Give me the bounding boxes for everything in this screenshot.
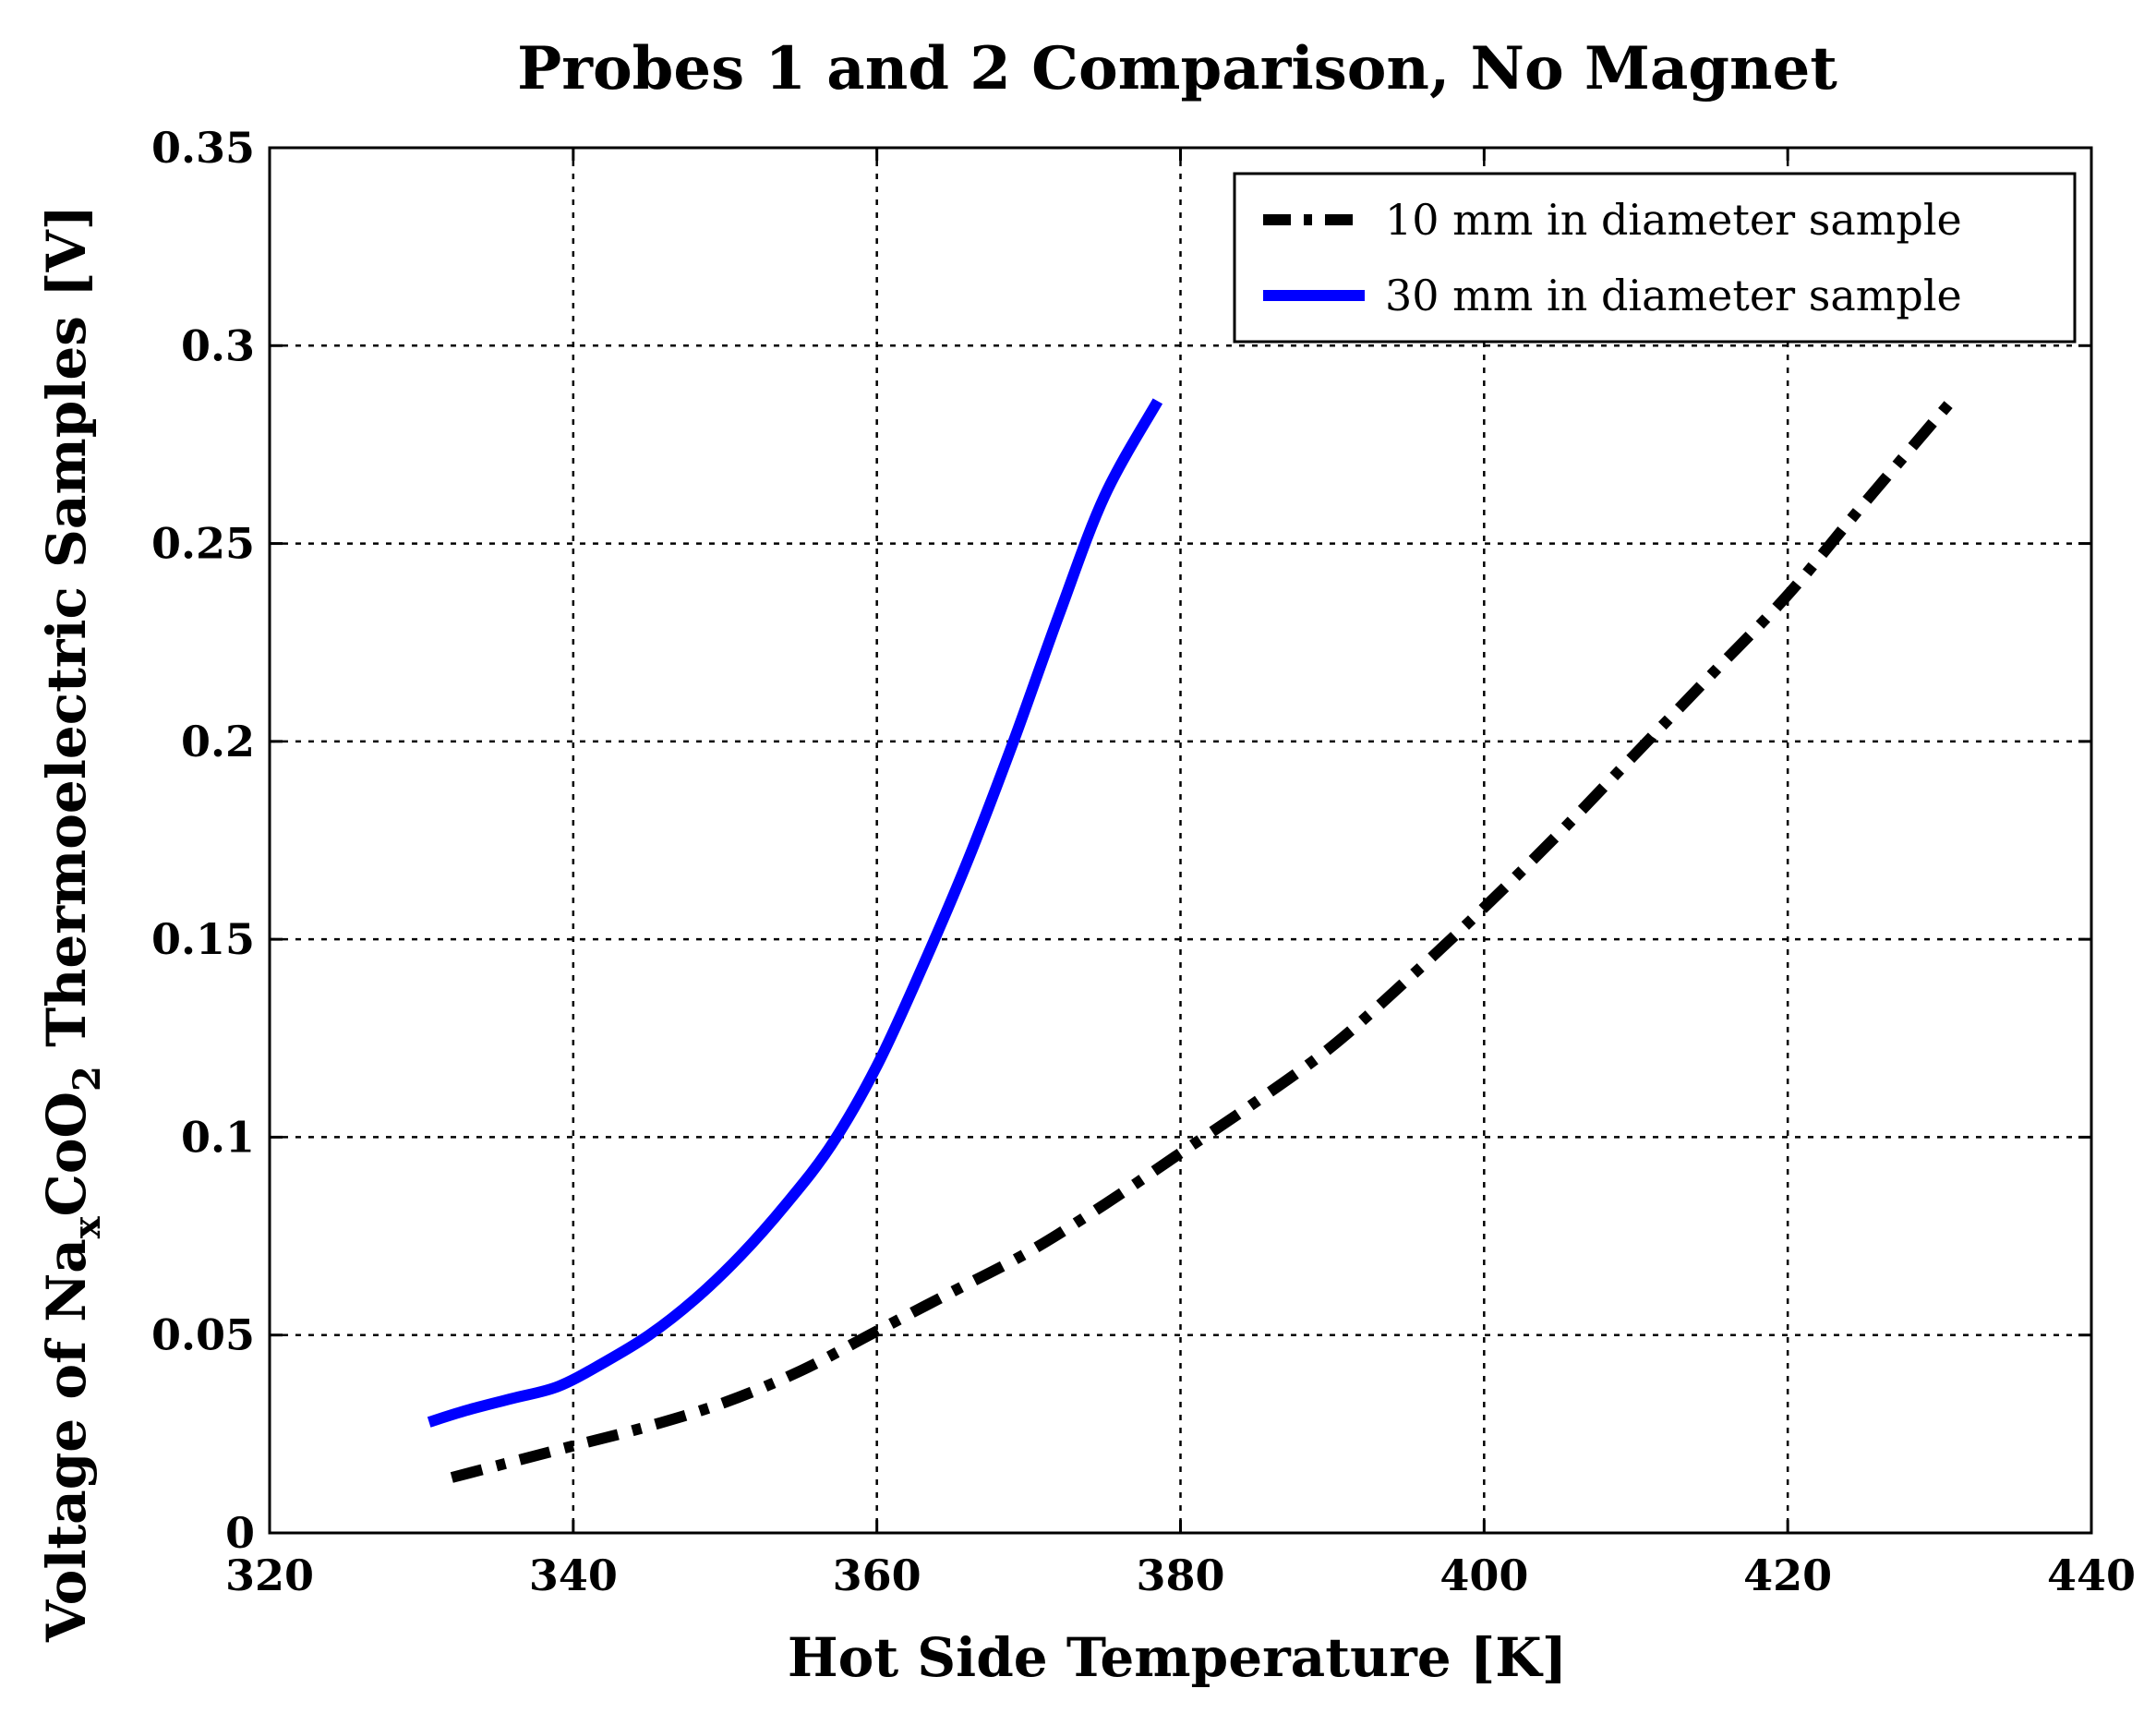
x-tick-label: 440: [2047, 1550, 2136, 1600]
y-axis-label: Voltage of NaxCoO2 Thermoelectric Sample…: [35, 205, 109, 1643]
y-tick-label: 0.25: [151, 519, 255, 569]
y-tick-label: 0: [225, 1508, 255, 1558]
y-tick-label: 0.1: [181, 1112, 255, 1162]
x-tick-label: 400: [1439, 1550, 1528, 1600]
x-tick-label: 320: [225, 1550, 314, 1600]
legend-label-30mm: 30 mm in diameter sample: [1385, 271, 1962, 320]
x-tick-label: 420: [1743, 1550, 1832, 1600]
legend-box: [1233, 172, 2077, 344]
y-ticks: 0 0.05 0.1 0.15 0.2 0.25 0.3 0.35: [151, 123, 2091, 1558]
y-axis-label-prefix: Voltage of Na: [35, 1238, 98, 1643]
x-tick-label: 360: [833, 1550, 921, 1600]
y-tick-label: 0.2: [181, 717, 255, 766]
chart-title: Probes 1 and 2 Comparison, No Magnet: [517, 34, 1837, 103]
y-tick-label: 0.05: [151, 1310, 255, 1360]
x-tick-label: 340: [529, 1550, 618, 1600]
series-line-30mm: [427, 398, 1163, 1428]
series-group: [427, 393, 1959, 1483]
legend: 10 mm in diameter sample 30 mm in diamet…: [1233, 172, 2077, 344]
y-axis-label-suffix: Thermoelectric Samples [V]: [35, 205, 98, 1066]
x-tick-label: 380: [1136, 1550, 1224, 1600]
x-axis-label: Hot Side Temperature [K]: [788, 1626, 1567, 1689]
y-axis-label-subscript-x: x: [66, 1215, 109, 1238]
y-axis-label-subscript-2: 2: [66, 1066, 109, 1092]
x-ticks: 320 340 360 380 400 420 440: [225, 148, 2136, 1600]
y-axis-label-middle: CoO: [35, 1092, 98, 1216]
series-line-10mm: [450, 393, 1959, 1483]
grid-lines: [270, 148, 2091, 1533]
y-tick-label: 0.15: [151, 914, 255, 964]
legend-label-10mm: 10 mm in diameter sample: [1385, 195, 1962, 245]
y-tick-label: 0.35: [151, 123, 255, 173]
plot-frame: [268, 146, 2093, 1535]
y-tick-label: 0.3: [181, 320, 255, 370]
